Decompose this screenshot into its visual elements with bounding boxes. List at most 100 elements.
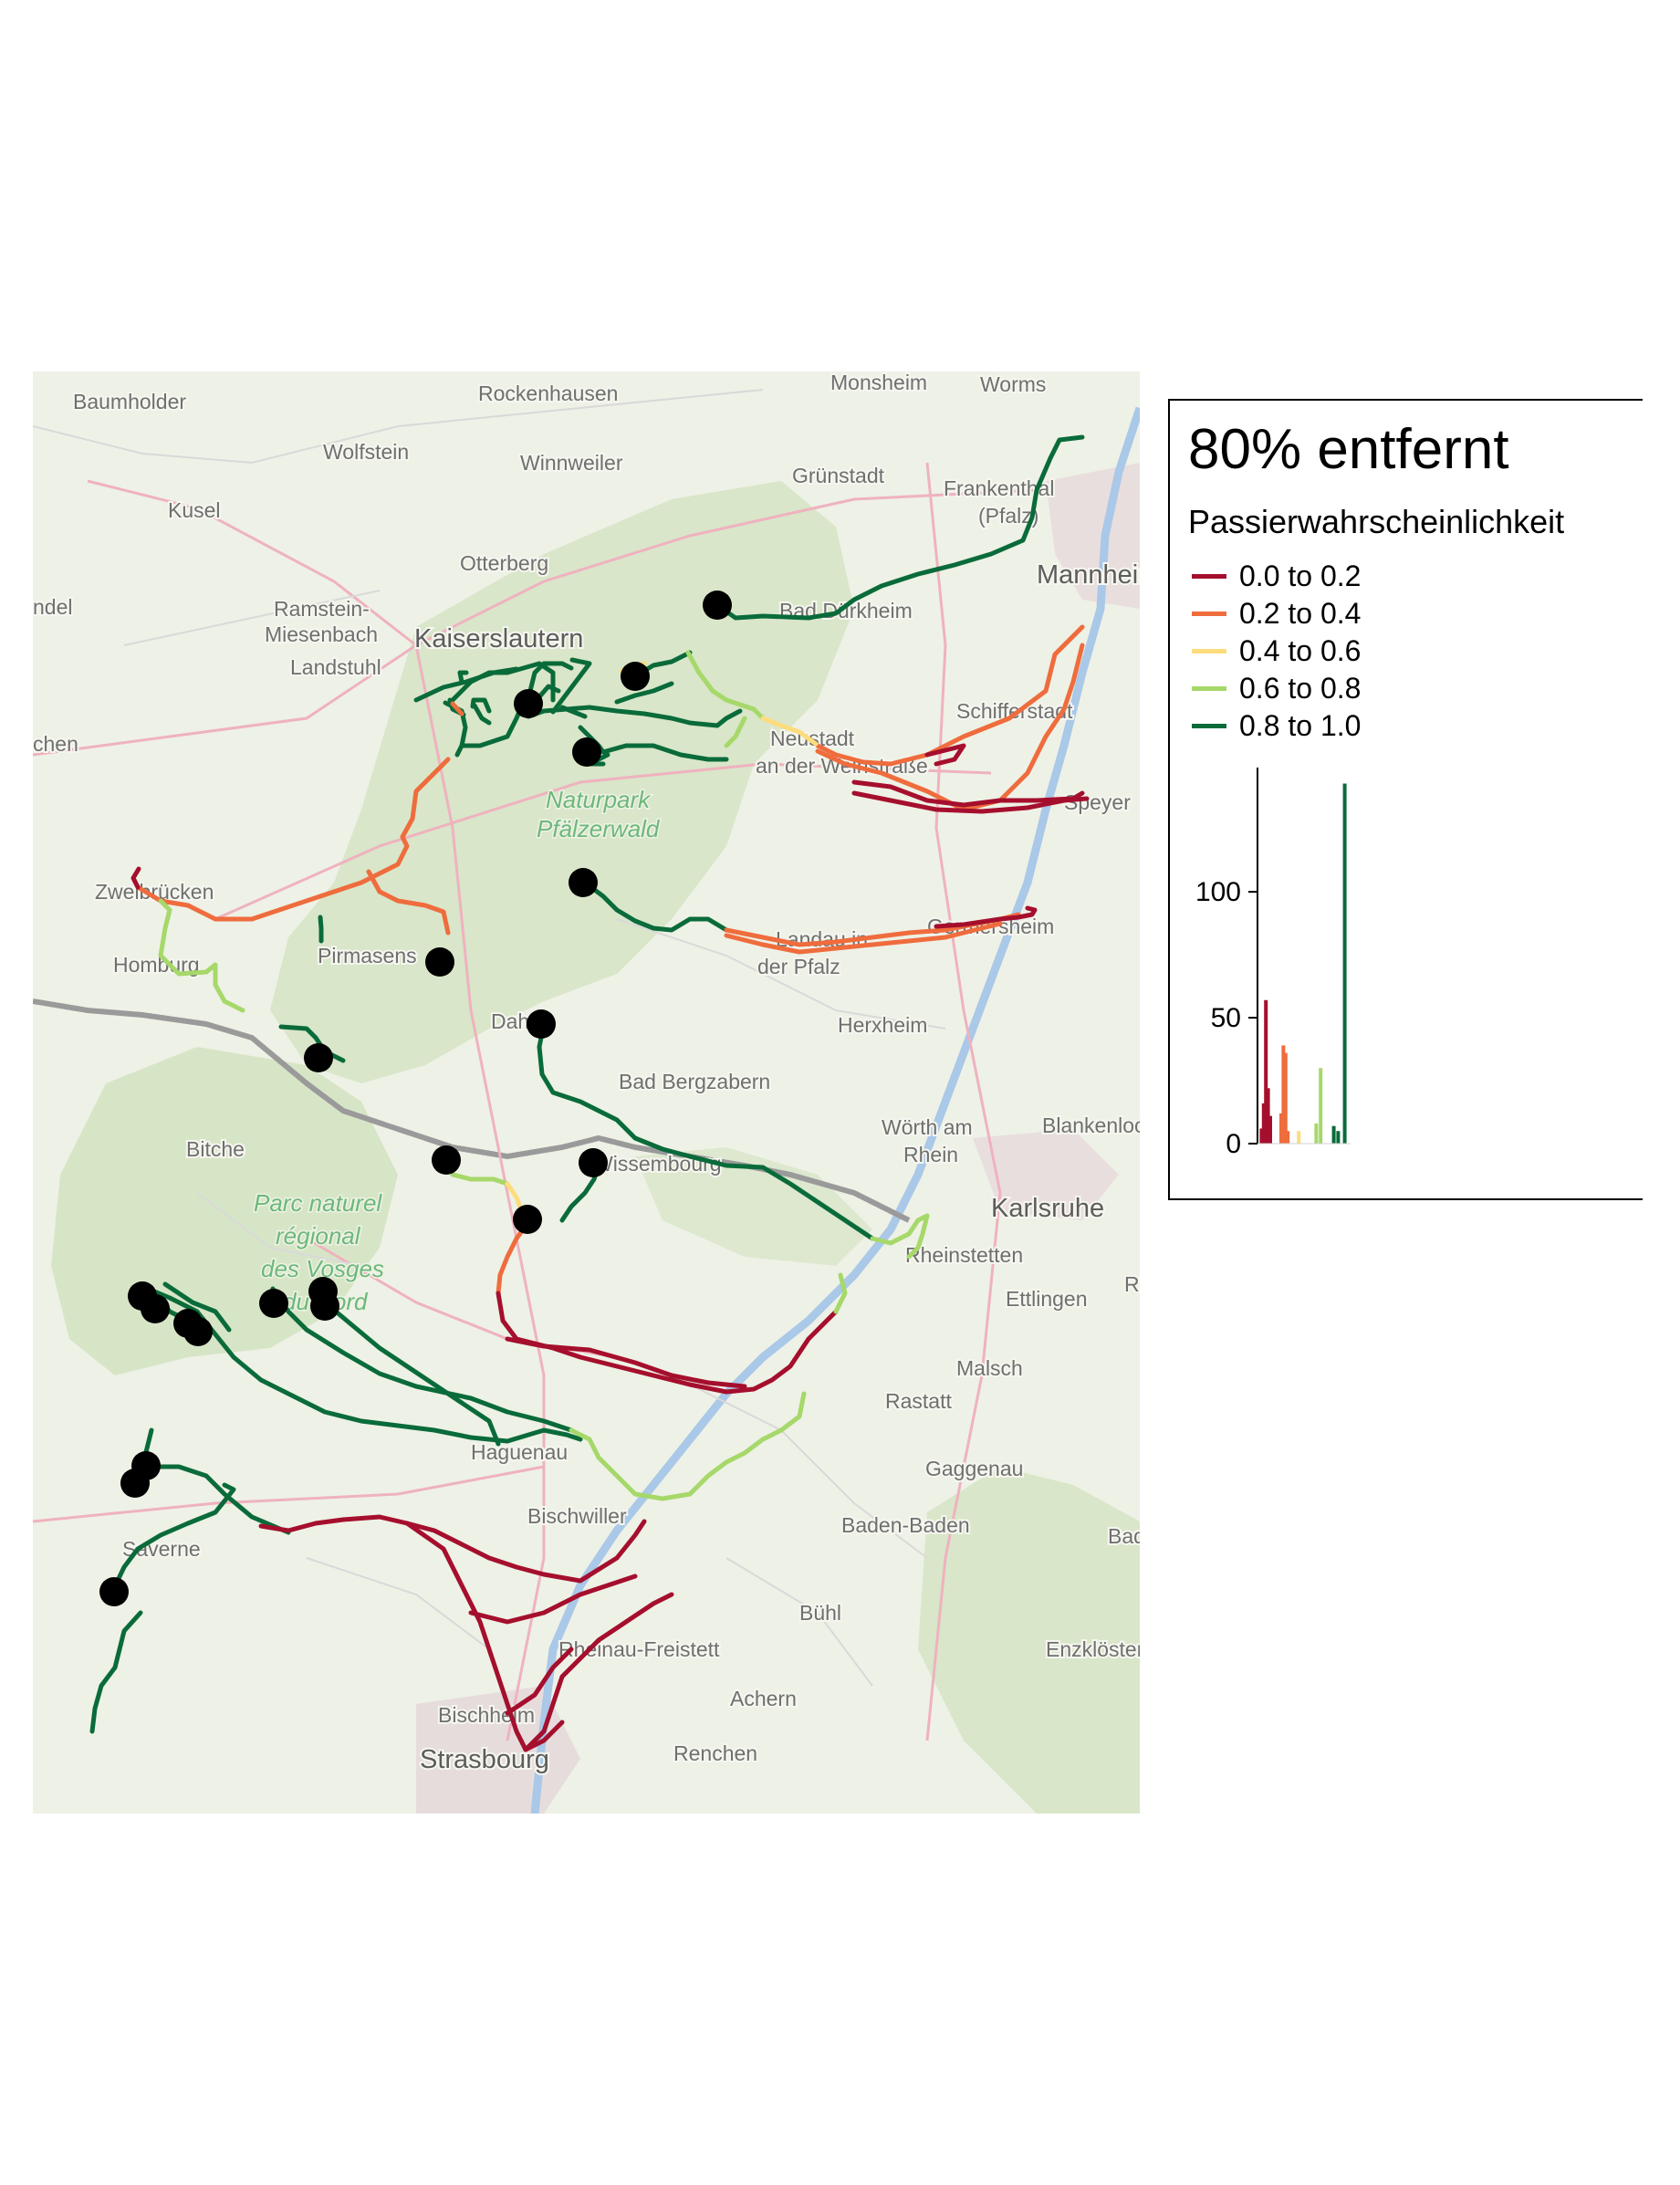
- origin-point: [99, 1577, 129, 1606]
- route-segment: [505, 1647, 574, 1716]
- town-label: Baumholder: [73, 390, 186, 413]
- route-segment: [162, 1281, 232, 1333]
- forest-palatinate: [270, 481, 854, 1083]
- hist-bar: [1297, 1131, 1301, 1144]
- hist-bar: [1336, 1131, 1341, 1144]
- legend-item: 0.0 to 0.2: [1192, 558, 1361, 595]
- origin-point: [527, 1009, 556, 1039]
- town-label: Speyer: [1064, 790, 1131, 814]
- hist-bar: [1261, 1103, 1266, 1144]
- town-label: Bad: [1108, 1524, 1140, 1548]
- town-label: Wörth am: [882, 1115, 973, 1139]
- origin-point: [120, 1469, 150, 1498]
- route-segment: [815, 624, 1085, 767]
- town-label: Miesenbach: [265, 622, 378, 646]
- origin-point: [703, 591, 732, 620]
- hist-bar: [1279, 1113, 1283, 1144]
- hist-bar: [1264, 999, 1268, 1144]
- origin-point: [514, 689, 543, 718]
- route-segment: [505, 1336, 747, 1389]
- route-segment: [523, 1592, 674, 1752]
- town-label: Rhein: [903, 1143, 958, 1166]
- town-label: Rheinau-Freistett: [558, 1637, 720, 1661]
- town-label: Monsheim: [830, 371, 927, 394]
- town-label: Ettlingen: [1006, 1287, 1088, 1311]
- legend-key-swatch: [1192, 724, 1226, 728]
- town-label: Wolfstein: [323, 440, 409, 464]
- legend-item: 0.6 to 0.8: [1192, 670, 1361, 707]
- town-label: Worms: [980, 372, 1046, 396]
- legend-item: 0.2 to 0.4: [1192, 595, 1361, 632]
- town-label: Grünstadt: [792, 464, 885, 487]
- route-segment: [685, 650, 766, 721]
- hist-y-tick-label: 0: [1226, 1129, 1241, 1159]
- park-label: Parc naturel: [254, 1189, 382, 1217]
- town-label: Enzklösterle: [1046, 1637, 1140, 1661]
- town-label: Kaiserslautern: [414, 624, 583, 653]
- legend-list: 0.0 to 0.2 0.2 to 0.4 0.4 to 0.6 0.6 to …: [1192, 558, 1361, 745]
- town-label: Bitche: [186, 1137, 245, 1161]
- route-segment: [89, 1610, 143, 1734]
- origin-point: [310, 1291, 339, 1321]
- town-label: Bad Dürkheim: [779, 599, 913, 622]
- town-label: Mannheim: [1037, 560, 1140, 590]
- route-segment: [366, 869, 451, 936]
- route-segment: [322, 1300, 501, 1447]
- legend-title: 80% entfernt: [1188, 418, 1509, 481]
- legend-label: 0.2 to 0.4: [1239, 597, 1362, 630]
- town-label: ndel: [33, 595, 72, 619]
- legend-item: 0.4 to 0.6: [1192, 632, 1361, 670]
- route-segment: [851, 790, 1090, 814]
- legend-box: 80% entfernt Passierwahrscheinlichkeit 0…: [1168, 399, 1643, 1200]
- histogram-chart: 0 50 100: [1195, 768, 1351, 1159]
- route-segment: [537, 1021, 875, 1241]
- town-label: Otterberg: [460, 551, 548, 575]
- route-segment: [413, 666, 519, 703]
- route-segment: [140, 1464, 291, 1535]
- town-label: Pirmasens: [318, 944, 417, 967]
- hist-bar: [1314, 1123, 1319, 1144]
- legend-label: 0.8 to 1.0: [1239, 709, 1362, 742]
- route-segment: [468, 1573, 638, 1625]
- town-label: Rockenhausen: [478, 382, 618, 405]
- origin-point: [579, 1148, 608, 1177]
- town-label: Neustadt: [770, 727, 855, 750]
- park-label: Naturpark: [546, 786, 652, 813]
- origin-point: [304, 1043, 333, 1072]
- route-segment: [450, 701, 464, 716]
- town-label: Malsch: [956, 1356, 1023, 1380]
- route-segment: [158, 898, 245, 1013]
- town-label: Haguenau: [471, 1440, 568, 1464]
- legend-label: 0.4 to 0.6: [1239, 634, 1362, 667]
- legend-key-swatch: [1192, 686, 1226, 691]
- route-segment: [505, 1427, 583, 1444]
- hist-bar: [1266, 1088, 1270, 1144]
- town-label: Zweibrücken: [95, 880, 214, 904]
- minor-roads: [33, 389, 946, 1687]
- origin-markers: [99, 591, 732, 1606]
- map-panel[interactable]: Baumholder Rockenhausen Monsheim Worms W…: [33, 371, 1140, 1814]
- hist-bar: [1286, 1131, 1290, 1144]
- town-label: Rh: [1124, 1272, 1140, 1296]
- origin-point: [183, 1317, 213, 1346]
- origin-point: [513, 1205, 542, 1234]
- river-rhine: [530, 406, 1140, 1814]
- route-segment: [318, 915, 324, 944]
- town-label: Blankenloch: [1042, 1113, 1140, 1137]
- route-segment: [526, 705, 743, 728]
- town-label: Rheinstetten: [905, 1243, 1023, 1267]
- town-label: Landstuhl: [290, 655, 381, 679]
- town-label: Kusel: [168, 498, 221, 522]
- origin-point: [569, 868, 598, 897]
- route-segment: [550, 657, 592, 715]
- map-canvas[interactable]: Baumholder Rockenhausen Monsheim Worms W…: [33, 371, 1140, 1814]
- town-label: Bad Bergzabern: [619, 1070, 770, 1093]
- town-label: Renchen: [673, 1741, 757, 1765]
- forest-black: [918, 1467, 1140, 1814]
- legend-item: 0.8 to 1.0: [1192, 707, 1361, 745]
- origin-point: [432, 1145, 461, 1175]
- town-label: Gaggenau: [925, 1457, 1023, 1480]
- route-network: [89, 434, 1090, 1752]
- town-label: Saverne: [122, 1537, 201, 1561]
- route-segment: [110, 1482, 236, 1593]
